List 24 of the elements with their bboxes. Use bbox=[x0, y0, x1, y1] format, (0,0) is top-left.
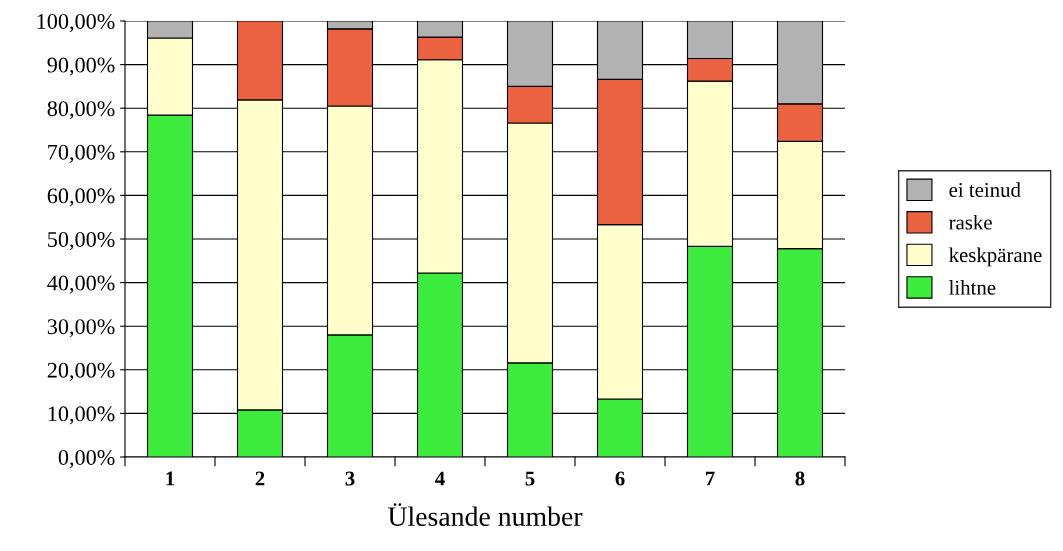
x-tick-label: 6 bbox=[615, 471, 625, 486]
x-tick-label: 2 bbox=[255, 471, 265, 486]
x-tick-label: 1 bbox=[166, 471, 175, 486]
y-tick-label: 100,00% bbox=[37, 13, 115, 33]
y-tick-label: 80,00% bbox=[47, 101, 115, 120]
x-tick-label: 3 bbox=[345, 471, 355, 486]
x-axis-title: Ülesande number bbox=[388, 503, 583, 526]
y-tick-label: 50,00% bbox=[48, 231, 115, 251]
x-tick-label: 7 bbox=[705, 471, 715, 486]
y-tick-label: 0,00% bbox=[58, 449, 115, 469]
y-tick-label: 60,00% bbox=[47, 188, 115, 207]
y-tick-label: 70,00% bbox=[48, 144, 115, 163]
x-tick-label: 5 bbox=[525, 471, 535, 486]
y-tick-label: 10,00% bbox=[48, 406, 115, 425]
legend-label: lihtne bbox=[949, 280, 996, 295]
x-tick-label: 8 bbox=[795, 471, 805, 486]
x-tick-label: 4 bbox=[435, 471, 445, 486]
legend-label: keskpärane bbox=[949, 247, 1042, 267]
legend-label: ei teinud bbox=[949, 182, 1021, 197]
y-tick-label: 20,00% bbox=[47, 362, 115, 381]
legend-label: raske bbox=[949, 214, 992, 230]
y-tick-label: 40,00% bbox=[47, 275, 115, 294]
y-tick-label: 90,00% bbox=[47, 57, 115, 76]
y-tick-label: 30,00% bbox=[47, 319, 115, 338]
